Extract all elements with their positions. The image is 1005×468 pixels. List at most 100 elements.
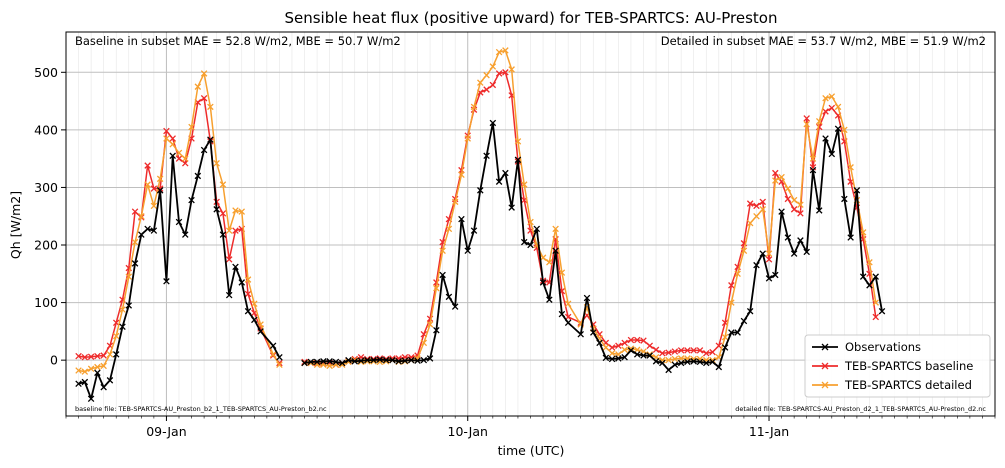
y-tick-label: 200	[34, 238, 58, 253]
data-point	[426, 321, 434, 328]
y-tick-label: 300	[34, 180, 58, 195]
y-axis-label: Qh [W/m2]	[8, 191, 23, 259]
data-point	[251, 300, 258, 307]
data-point	[332, 358, 340, 366]
data-point	[483, 152, 490, 160]
data-point	[640, 352, 647, 359]
data-point	[878, 307, 886, 315]
data-point	[759, 250, 767, 257]
data-point	[100, 383, 107, 391]
data-point	[508, 66, 515, 73]
data-point	[646, 342, 654, 350]
data-point	[156, 175, 164, 183]
data-point	[853, 187, 861, 194]
x-tick-label: 10-Jan	[448, 424, 488, 439]
data-point	[225, 291, 233, 299]
data-point	[225, 256, 233, 263]
data-point	[803, 120, 810, 128]
data-point	[558, 269, 566, 276]
legend-items: Observations TEB-SPARTCS baseline TEB-SPAR…	[812, 340, 973, 392]
data-point	[376, 356, 384, 363]
data-point	[527, 241, 534, 249]
data-point	[520, 238, 528, 246]
data-point	[715, 363, 723, 371]
data-point	[75, 367, 82, 374]
data-point	[244, 290, 252, 298]
data-point	[175, 149, 183, 157]
data-point	[200, 146, 208, 154]
data-point	[439, 247, 446, 255]
data-point	[87, 353, 95, 360]
data-point	[112, 351, 120, 358]
data-point	[834, 125, 842, 132]
data-point	[765, 256, 773, 263]
data-point	[464, 135, 471, 142]
data-point	[615, 342, 622, 350]
data-point	[822, 108, 829, 115]
data-point	[200, 70, 208, 77]
data-point	[828, 150, 836, 158]
data-point	[175, 218, 183, 226]
baseline-metrics-annotation: Baseline in subset MAE = 52.8 W/m2, MBE …	[75, 34, 401, 48]
data-point	[834, 103, 842, 111]
data-point	[188, 196, 195, 204]
y-tick-label: 500	[34, 65, 58, 80]
data-point	[828, 93, 836, 100]
data-point	[207, 103, 214, 111]
data-point	[106, 351, 114, 358]
baseline-file-annotation: baseline file: TEB-SPARTCS-AU_Preston_b2…	[75, 405, 327, 413]
data-point	[232, 263, 239, 271]
x-tick-label: 11-Jan	[749, 424, 789, 439]
series-line	[78, 138, 281, 400]
data-point	[684, 347, 691, 354]
data-point	[621, 354, 628, 361]
data-point	[866, 259, 873, 266]
data-point	[257, 328, 264, 335]
data-point	[458, 215, 465, 223]
data-point	[721, 344, 729, 351]
data-point	[803, 248, 810, 256]
data-point	[765, 250, 773, 257]
data-point	[439, 271, 446, 279]
data-point	[407, 356, 415, 364]
data-point	[207, 136, 214, 143]
data-point	[759, 198, 767, 206]
data-point	[163, 278, 170, 285]
data-point	[822, 135, 829, 142]
data-point	[815, 207, 823, 214]
data-point	[690, 358, 697, 365]
data-point	[351, 358, 359, 365]
data-point	[784, 185, 792, 192]
data-point	[558, 310, 566, 318]
data-point	[175, 155, 183, 162]
chart-title: Sensible heat flux (positive upward) for…	[284, 9, 777, 27]
data-point	[370, 356, 377, 364]
series-observations	[75, 119, 886, 402]
data-point	[81, 378, 89, 386]
data-point	[746, 219, 754, 227]
data-point	[539, 279, 547, 286]
data-point	[138, 231, 145, 238]
data-point	[169, 141, 176, 148]
data-point	[313, 358, 321, 366]
data-point	[859, 229, 867, 236]
data-point	[728, 299, 735, 306]
legend-item: Observations	[812, 340, 921, 354]
data-point	[790, 250, 798, 257]
y-tick-label: 400	[34, 122, 58, 137]
data-point	[483, 86, 490, 93]
data-point	[627, 347, 635, 354]
data-point	[671, 361, 679, 369]
y-tick-label: 100	[34, 295, 58, 310]
data-point	[188, 123, 195, 131]
data-point	[138, 212, 145, 220]
data-point	[797, 210, 804, 217]
data-point	[307, 358, 315, 366]
data-point	[495, 178, 503, 185]
data-point	[150, 227, 158, 234]
legend-label: TEB-SPARTCS baseline	[844, 359, 973, 373]
data-point	[144, 225, 151, 233]
x-axis-label: time (UTC)	[498, 443, 565, 458]
data-point	[414, 357, 421, 364]
